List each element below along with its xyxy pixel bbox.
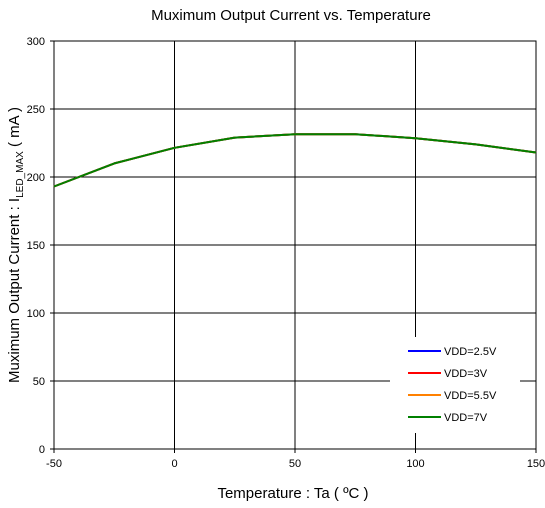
- y-tick-label: 250: [27, 104, 45, 116]
- series-lines: [53, 133, 537, 188]
- y-axis-label-prefix: Muximum Output Current : I: [6, 198, 23, 383]
- x-tick-label: 150: [527, 458, 545, 470]
- y-axis-ticks: 0 50 100 150 200 250 300: [27, 36, 54, 456]
- x-axis-ticks: -50 0 50 100 150: [46, 449, 545, 470]
- legend-label: VDD=7V: [444, 412, 488, 424]
- y-tick-label: 0: [39, 444, 45, 456]
- x-tick-label: 0: [171, 458, 177, 470]
- y-axis-label: Muximum Output Current : ILED_MAX ( mA ): [6, 107, 26, 383]
- y-tick-label: 200: [27, 172, 45, 184]
- x-tick-label: -50: [46, 458, 62, 470]
- y-tick-label: 150: [27, 240, 45, 252]
- y-axis-label-suffix: ( mA ): [6, 107, 23, 151]
- y-tick-label: 50: [33, 376, 45, 388]
- legend-label: VDD=2.5V: [444, 346, 497, 358]
- x-axis-label: Temperature : Ta ( ºC ): [217, 485, 368, 502]
- series-line: [53, 133, 537, 188]
- y-tick-label: 100: [27, 308, 45, 320]
- legend-label: VDD=5.5V: [444, 390, 497, 402]
- legend-label: VDD=3V: [444, 368, 488, 380]
- x-tick-label: 100: [406, 458, 424, 470]
- y-axis-label-subscript: LED_MAX: [15, 151, 26, 198]
- y-tick-label: 300: [27, 36, 45, 48]
- chart-title: Muximum Output Current vs. Temperature: [151, 7, 431, 24]
- legend: VDD=2.5V VDD=3V VDD=5.5V VDD=7V: [390, 337, 520, 433]
- x-tick-label: 50: [289, 458, 301, 470]
